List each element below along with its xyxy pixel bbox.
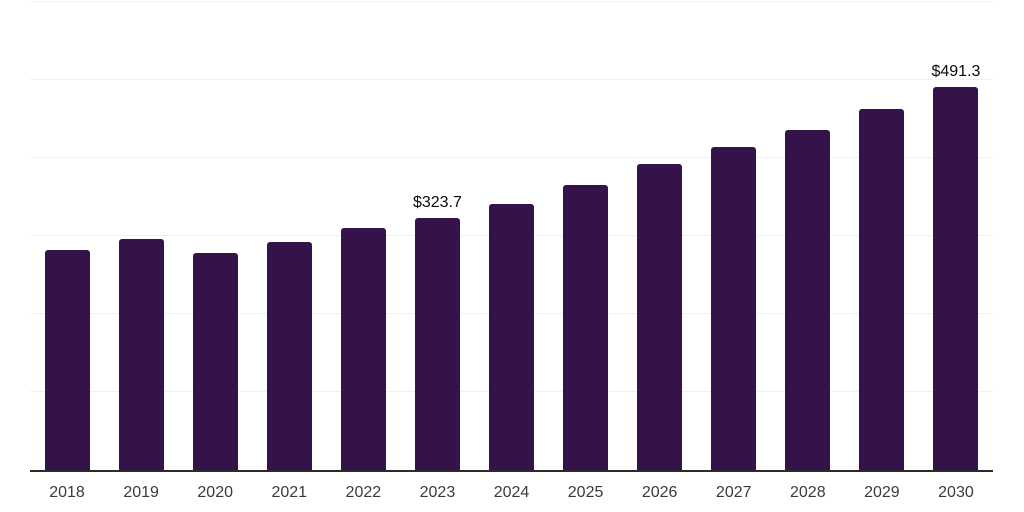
x-tick-label-2018: 2018 xyxy=(49,484,85,501)
x-tick-label-2023: 2023 xyxy=(419,484,456,501)
x-axis-labels: 2018 2019 2020 2021 2022 2023 2024 2025 2026 2027… xyxy=(0,484,1024,504)
x-tick-label-2026: 2026 xyxy=(641,484,678,501)
x-tick-label-2022: 2022 xyxy=(345,484,382,501)
x-tick-label-2024: 2024 xyxy=(493,484,530,501)
gridline-500 xyxy=(30,79,993,80)
bar-2020 xyxy=(192,253,238,470)
x-tick-label-2030: 2030 xyxy=(938,484,974,501)
x-tick-label-2019: 2019 xyxy=(123,484,159,501)
bar-2021 xyxy=(266,241,312,470)
bar-2028 xyxy=(785,130,831,470)
x-tick-label-2021: 2021 xyxy=(271,484,308,501)
x-tick-label-2029: 2029 xyxy=(864,484,900,501)
x-tick-label-2025: 2025 xyxy=(567,484,604,501)
data-label-2030: $491.3 xyxy=(931,62,981,80)
bar-2019 xyxy=(118,238,164,470)
bar-2018 xyxy=(44,250,90,470)
bar-2024 xyxy=(489,204,534,470)
gridline-600 xyxy=(30,1,993,2)
data-label-2023: $323.7 xyxy=(412,193,462,211)
plot-area: $323.7 $491.3 xyxy=(30,0,993,472)
bar-2030 xyxy=(933,86,979,470)
bar-2027 xyxy=(711,147,757,470)
bar-2026 xyxy=(637,164,683,470)
bar-2023 xyxy=(414,217,460,470)
bar-2022 xyxy=(340,227,386,470)
bar-2025 xyxy=(563,185,609,470)
bar-2029 xyxy=(859,109,905,470)
x-tick-label-2020: 2020 xyxy=(197,484,233,501)
x-tick-label-2027: 2027 xyxy=(715,484,752,501)
gridline-400 xyxy=(30,157,993,158)
x-tick-label-2028: 2028 xyxy=(790,484,826,501)
